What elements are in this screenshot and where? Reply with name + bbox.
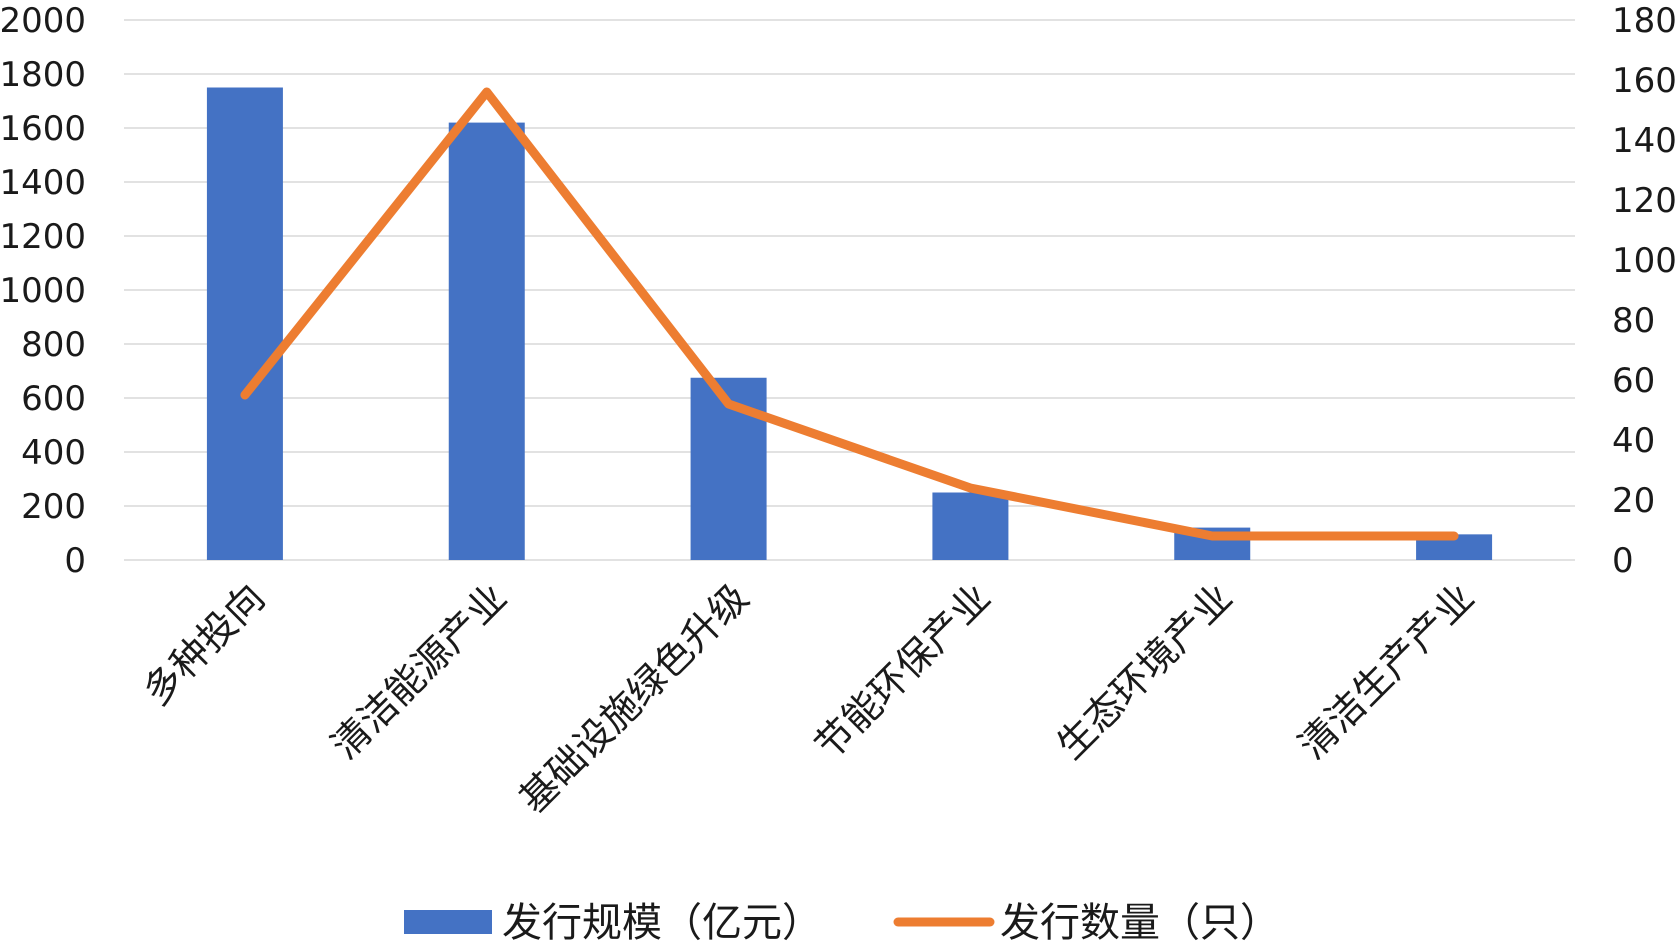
bar [932,492,1009,560]
y-right-tick-label: 0 [1612,541,1634,581]
line-point [1211,535,1214,537]
x-category-label: 清洁能源产业 [323,575,515,767]
y-left-tick-label: 1600 [0,109,86,149]
bar-series [206,87,1493,560]
y-left-tick-label: 1400 [0,163,86,203]
y-right-tick-label: 120 [1612,181,1677,221]
line-point [969,487,972,489]
y-left-tick-label: 1800 [0,55,86,95]
line-point [485,91,488,93]
legend-line-label: 发行数量（只） [1000,900,1280,946]
x-category-label: 生态环境产业 [1048,575,1240,767]
line-point [243,394,246,396]
y-left-tick-label: 1000 [0,271,86,311]
y-right-tick-label: 160 [1612,61,1677,101]
y-right-tick-label: 20 [1612,481,1655,521]
x-category-label: 多种投向 [135,575,274,714]
line-path [240,87,1459,541]
y-right-tick-label: 40 [1612,421,1655,461]
x-category-label: 清洁生产产业 [1290,575,1482,767]
gridlines [124,19,1575,561]
y-left-tick-label: 0 [64,541,86,581]
y-right-tick-label: 80 [1612,301,1655,341]
y-left-tick-label: 800 [21,325,86,365]
legend-bar-swatch [404,910,492,934]
line-point [1453,535,1456,537]
line-point [727,403,730,405]
x-category-label: 基础设施绿色升级 [511,575,757,821]
y-left-tick-label: 600 [21,379,86,419]
y-left-tick-label: 400 [21,433,86,473]
bar [448,122,525,560]
y-right-tick-label: 100 [1612,241,1677,281]
y-right-tick-label: 180 [1612,1,1677,41]
y-left-tick-label: 2000 [0,1,86,41]
line-series [240,87,1459,541]
x-category-label: 节能环保产业 [806,575,998,767]
y-left-tick-label: 1200 [0,217,86,257]
y-axis-left: 0 200 400 600 800 1000 1200 1400 1600 1800 2000 [0,1,86,581]
legend-bar-label: 发行规模（亿元） [502,900,822,946]
y-right-tick-label: 60 [1612,361,1655,401]
y-left-tick-label: 200 [21,487,86,527]
bar [206,87,283,560]
legend: 发行规模（亿元） 发行数量（只） [404,900,1280,946]
y-right-tick-label: 140 [1612,121,1677,161]
y-axis-right: 0 20 40 60 80 100 120 140 160 180 [1612,1,1677,581]
